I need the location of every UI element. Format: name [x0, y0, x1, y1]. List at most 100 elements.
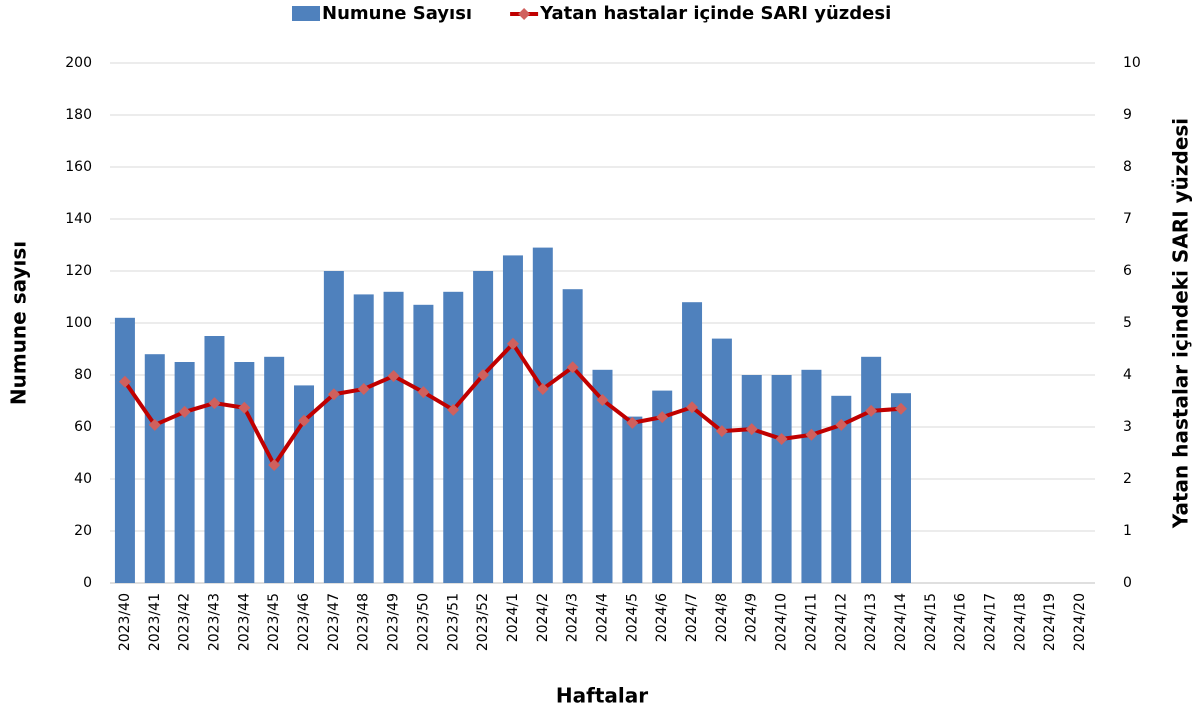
bar — [234, 362, 255, 583]
x-tick-label: 2023/45 — [266, 593, 282, 651]
x-tick-label: 2023/47 — [326, 593, 342, 651]
bar — [801, 369, 822, 583]
bar — [353, 294, 374, 583]
y-tick-label: 160 — [65, 159, 92, 175]
marker — [656, 411, 669, 424]
x-tick-label: 2023/50 — [415, 593, 431, 651]
y-tick-label: 180 — [65, 107, 92, 123]
bar — [114, 317, 135, 583]
bar — [443, 291, 464, 583]
marker — [268, 458, 281, 471]
x-tick-label: 2023/42 — [177, 593, 193, 651]
bar — [174, 362, 195, 583]
x-tick-label: 2023/40 — [117, 593, 133, 651]
x-tick-label: 2024/9 — [744, 593, 760, 642]
marker — [387, 370, 400, 383]
legend-marker — [518, 8, 531, 20]
y2-tick-label: 4 — [1123, 367, 1132, 383]
bar — [711, 338, 732, 583]
y2-tick-label: 10 — [1123, 55, 1141, 71]
x-tick-label: 2023/51 — [445, 593, 461, 651]
x-tick-label: 2024/11 — [803, 593, 819, 651]
y-axis-title: Numune sayısı — [7, 241, 31, 405]
marker — [536, 383, 549, 396]
x-tick-label: 2023/41 — [147, 593, 163, 651]
marker — [835, 418, 848, 431]
bar — [413, 304, 434, 583]
marker — [775, 432, 788, 445]
bar — [831, 395, 852, 583]
x-tick-label: 2024/7 — [684, 593, 700, 642]
x-tick-label: 2024/14 — [893, 593, 909, 651]
y-tick-label: 60 — [74, 419, 92, 435]
marker — [566, 361, 579, 374]
bar — [204, 336, 225, 583]
x-axis-title: Haftalar — [556, 684, 648, 708]
x-tick-label: 2023/48 — [356, 593, 372, 651]
legend-label: Yatan hastalar içinde SARI yüzdesi — [539, 3, 891, 24]
x-tick-label: 2024/16 — [953, 593, 969, 651]
y2-axis-title: Yatan hastalar içindeki SARI yüzdesi — [1169, 118, 1193, 529]
bar — [741, 375, 762, 583]
x-tick-label: 2023/49 — [386, 593, 402, 651]
marker — [238, 401, 251, 414]
x-tick-label: 2024/13 — [863, 593, 879, 651]
x-tick-label: 2024/4 — [595, 593, 611, 642]
marker — [477, 369, 490, 381]
x-tick-label: 2024/20 — [1072, 593, 1088, 651]
bar — [502, 255, 523, 583]
y-tick-label: 120 — [65, 263, 92, 279]
y-tick-label: 100 — [65, 315, 92, 331]
marker — [626, 416, 639, 429]
x-tick-label: 2024/10 — [774, 593, 790, 651]
bar — [890, 393, 911, 583]
x-tick-label: 2023/43 — [206, 593, 222, 651]
x-tick-label: 2024/5 — [624, 593, 640, 642]
y-tick-label: 40 — [74, 471, 92, 487]
y2-tick-label: 2 — [1123, 471, 1132, 487]
marker — [686, 401, 699, 414]
bar — [562, 289, 583, 583]
marker — [506, 337, 519, 350]
x-tick-label: 2024/6 — [654, 593, 670, 642]
marker — [327, 388, 340, 401]
bar — [652, 390, 673, 583]
marker — [715, 425, 728, 438]
x-tick-label: 2023/52 — [475, 593, 491, 651]
y-tick-label: 200 — [65, 55, 92, 71]
y2-tick-label: 5 — [1123, 315, 1132, 331]
marker — [357, 383, 370, 396]
bar — [771, 375, 792, 583]
marker — [805, 428, 818, 441]
bar — [861, 356, 882, 583]
bar — [532, 247, 553, 583]
bar — [294, 385, 315, 583]
x-tick-label: 2024/2 — [535, 593, 551, 642]
bar — [682, 302, 703, 583]
marker — [148, 418, 161, 431]
y-tick-label: 80 — [74, 367, 92, 383]
bar — [144, 354, 165, 583]
marker — [865, 404, 878, 417]
x-tick-label: 2024/17 — [983, 593, 999, 651]
y2-tick-label: 8 — [1123, 159, 1132, 175]
y-tick-label: 20 — [74, 523, 92, 539]
x-tick-label: 2023/46 — [296, 593, 312, 651]
y2-tick-label: 9 — [1123, 107, 1132, 123]
y-tick-label: 0 — [83, 575, 92, 591]
legend-label: Numune Sayısı — [322, 3, 472, 24]
marker — [208, 397, 221, 410]
y-tick-label: 140 — [65, 211, 92, 227]
marker — [596, 393, 609, 406]
legend-swatch — [292, 6, 320, 21]
x-tick-label: 2024/15 — [923, 593, 939, 651]
marker — [118, 375, 131, 388]
bar — [473, 271, 494, 583]
x-tick-label: 2024/1 — [505, 593, 521, 642]
marker — [417, 386, 430, 399]
marker — [298, 414, 311, 427]
bar — [622, 416, 643, 583]
bar — [323, 271, 344, 583]
x-tick-label: 2024/18 — [1012, 593, 1028, 651]
